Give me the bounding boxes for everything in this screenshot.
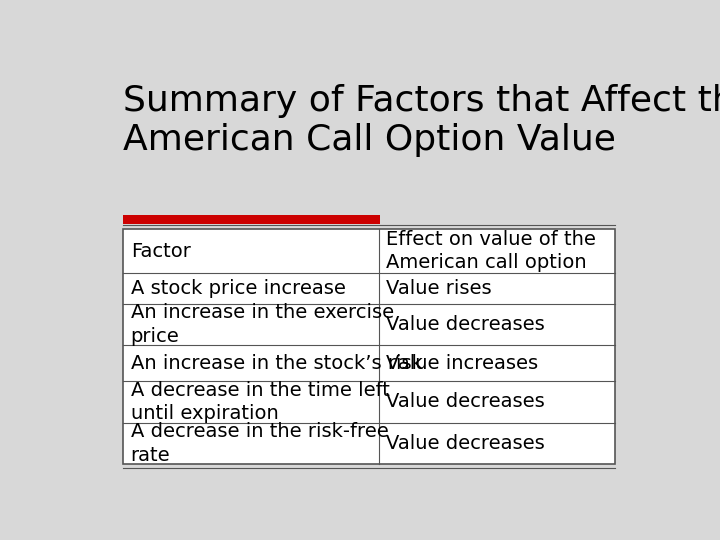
Text: Value rises: Value rises [386, 279, 492, 298]
FancyBboxPatch shape [124, 215, 380, 224]
FancyBboxPatch shape [124, 229, 615, 464]
Text: An increase in the exercise
price: An increase in the exercise price [131, 303, 394, 346]
Text: Factor: Factor [131, 241, 191, 261]
Text: Value decreases: Value decreases [386, 315, 545, 334]
Text: Summary of Factors that Affect the: Summary of Factors that Affect the [124, 84, 720, 118]
Text: A decrease in the time left
until expiration: A decrease in the time left until expira… [131, 381, 390, 423]
Text: A stock price increase: A stock price increase [131, 279, 346, 298]
Text: American Call Option Value: American Call Option Value [124, 123, 616, 157]
Text: A decrease in the risk-free
rate: A decrease in the risk-free rate [131, 422, 389, 464]
Text: An increase in the stock’s risk: An increase in the stock’s risk [131, 354, 423, 373]
Text: Effect on value of the
American call option: Effect on value of the American call opt… [386, 230, 596, 272]
Text: Value decreases: Value decreases [386, 434, 545, 453]
Text: Value decreases: Value decreases [386, 393, 545, 411]
Text: Value increases: Value increases [386, 354, 538, 373]
